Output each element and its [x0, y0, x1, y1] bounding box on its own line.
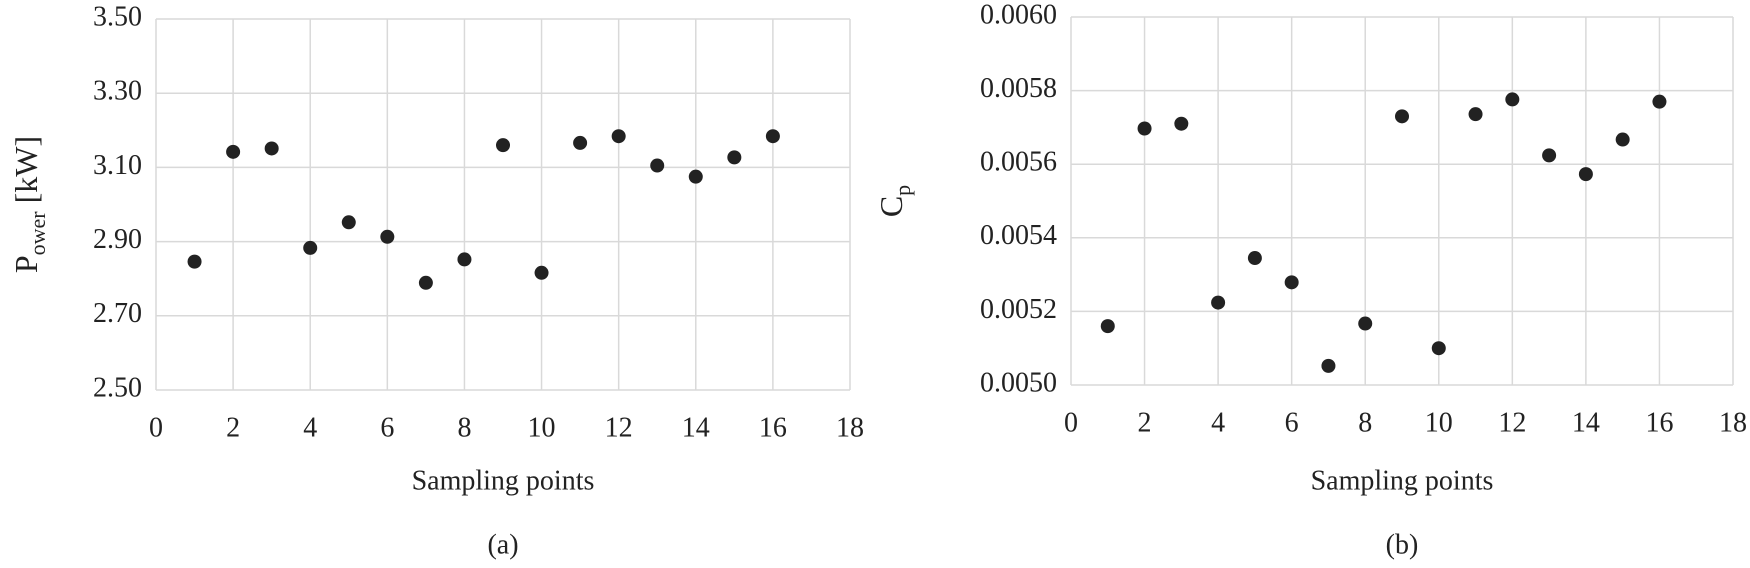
point: [418, 275, 433, 290]
x-tick-label: 4: [303, 412, 317, 443]
x-tick-label: 18: [1719, 407, 1747, 438]
x-tick-label: 16: [759, 412, 787, 443]
chart: 0.0050 0.0052 0.0054 0.0056 0.0058 0.0060 0 2 4 6…: [873, 0, 1747, 560]
x-tick-label: 6: [380, 412, 394, 443]
y-axis-label-subscript: p: [890, 185, 915, 196]
point: [688, 169, 703, 184]
point: [573, 135, 588, 150]
point: [1652, 94, 1667, 109]
point: [1358, 316, 1373, 331]
x-axis-label: Sampling points: [412, 465, 595, 496]
y-tick-label: 3.30: [93, 76, 142, 107]
point: [1395, 109, 1409, 124]
y-tick-label: 0.0052: [980, 294, 1057, 325]
y-tick-label: 2.70: [93, 298, 142, 329]
x-axis-label: Sampling points: [1311, 465, 1494, 496]
point: [1174, 116, 1189, 131]
y-axis-label-base: C: [873, 196, 909, 217]
y-axis-label-base: P: [8, 255, 44, 273]
point: [1615, 132, 1630, 147]
point: [1431, 341, 1446, 356]
point: [1542, 148, 1557, 163]
point: [534, 265, 549, 280]
x-tick-label: 0: [1064, 407, 1078, 438]
chart: 2.50 2.70 2.90 3.10 3.30 3.50 0 2 4 6 8 10 12 14 16 18 S…: [8, 1, 864, 560]
y-axis-label-suffix: [kW]: [8, 136, 44, 212]
point: [727, 150, 742, 165]
point: [226, 144, 241, 159]
x-tick-label: 2: [1138, 407, 1152, 438]
y-axis-label: Cp: [873, 185, 915, 217]
point: [496, 138, 510, 153]
y-tick-label: 2.90: [93, 224, 142, 255]
y-tick-label: 0.0054: [980, 220, 1057, 251]
caption: (a): [487, 529, 518, 560]
point: [264, 141, 279, 156]
x-tick-label: 0: [149, 412, 163, 443]
x-tick-label: 8: [1358, 407, 1372, 438]
point: [1100, 319, 1115, 334]
x-tick-label: 16: [1645, 407, 1673, 438]
x-tick-label: 2: [226, 412, 240, 443]
y-tick-label: 0.0058: [980, 73, 1057, 104]
y-tick-label: 3.50: [93, 1, 142, 32]
x-tick-label: 14: [682, 412, 710, 443]
point: [1284, 275, 1299, 290]
point: [303, 240, 318, 255]
x-tick-label: 18: [836, 412, 864, 443]
x-tick-label: 4: [1211, 407, 1225, 438]
point: [765, 129, 780, 144]
y-tick-label: 0.0060: [980, 0, 1057, 30]
caption: (b): [1386, 529, 1419, 560]
point: [1211, 295, 1226, 310]
y-tick-label: 2.50: [93, 372, 142, 403]
y-axis-label-subscript: ower: [25, 211, 50, 256]
x-tick-label: 12: [605, 412, 633, 443]
point: [1247, 251, 1262, 266]
x-tick-label: 6: [1285, 407, 1299, 438]
point: [1137, 121, 1152, 136]
point: [650, 158, 665, 173]
point: [1321, 358, 1336, 373]
point: [380, 229, 395, 244]
y-tick-label: 0.0050: [980, 367, 1057, 398]
x-tick-label: 14: [1572, 407, 1600, 438]
point: [341, 215, 356, 230]
point: [457, 252, 472, 267]
y-tick-label: 0.0056: [980, 147, 1057, 178]
point: [611, 129, 626, 144]
point: [187, 254, 202, 269]
y-tick-label: 3.10: [93, 150, 142, 181]
point: [1468, 107, 1483, 122]
point: [1578, 167, 1593, 182]
point: [1505, 92, 1520, 107]
x-tick-label: 10: [1425, 407, 1453, 438]
y-axis-label: Power [kW]: [8, 136, 50, 273]
x-tick-label: 10: [528, 412, 556, 443]
x-tick-label: 8: [457, 412, 471, 443]
x-tick-label: 12: [1498, 407, 1526, 438]
